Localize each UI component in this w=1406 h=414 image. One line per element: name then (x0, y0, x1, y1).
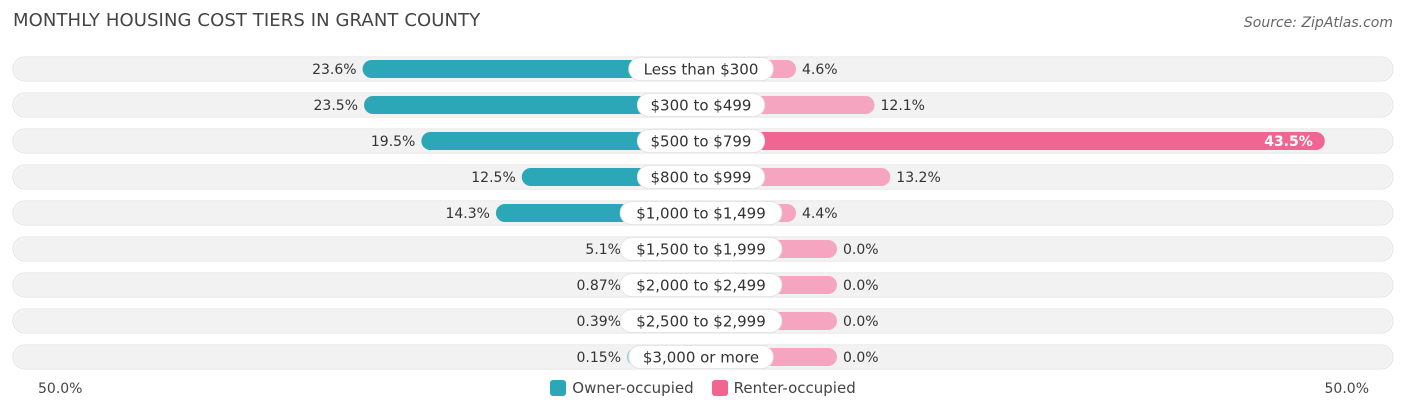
legend-swatch-owner (550, 380, 567, 396)
data-label-renter: 4.6% (802, 62, 838, 78)
bar-owner (421, 132, 701, 150)
category-pill (636, 165, 766, 189)
category-label: $1,000 to $1,499 (636, 205, 766, 223)
legend-label-renter: Renter-occupied (733, 379, 856, 397)
data-label-renter: 12.1% (881, 98, 925, 114)
data-label-owner: 0.87% (577, 278, 621, 294)
data-label-owner: 0.39% (577, 314, 621, 330)
data-label-renter: 43.5% (1264, 134, 1313, 150)
data-label-renter: 0.0% (843, 242, 879, 258)
data-label-owner: 5.1% (585, 242, 621, 258)
data-label-renter: 13.2% (896, 170, 940, 186)
legend-item-owner: Owner-occupied (550, 379, 694, 397)
data-label-owner: 23.6% (312, 62, 356, 78)
category-pill (628, 345, 774, 369)
data-label-renter: 0.0% (843, 350, 879, 366)
bar-owner (362, 60, 701, 78)
category-pill (619, 237, 783, 261)
legend-item-renter: Renter-occupied (711, 379, 856, 397)
data-label-owner: 0.15% (577, 350, 621, 366)
diverging-bar-chart: 23.6% 4.6% Less than $300 23.5% 12.1% $300 to… (12, 56, 1394, 370)
category-label: $3,000 or more (643, 349, 759, 367)
category-pill (636, 129, 766, 153)
category-label: Less than $300 (644, 61, 759, 79)
axis-min-label: 50.0% (38, 381, 83, 397)
category-label: $2,500 to $2,999 (636, 313, 766, 331)
category-label: $1,500 to $1,999 (636, 241, 766, 259)
bar-renter (701, 132, 1325, 150)
data-label-renter: 4.4% (802, 206, 838, 222)
legend: Owner-occupied Renter-occupied (0, 379, 1406, 397)
category-label: $300 to $499 (651, 97, 752, 115)
data-label-owner: 19.5% (371, 134, 415, 150)
category-pill (636, 93, 766, 117)
data-label-renter: 0.0% (843, 314, 879, 330)
bar-owner (364, 96, 701, 114)
legend-label-owner: Owner-occupied (572, 379, 694, 397)
category-pill (628, 57, 774, 81)
axis-max-label: 50.0% (1324, 381, 1369, 397)
category-pill (619, 309, 783, 333)
chart-source: Source: ZipAtlas.com (1243, 15, 1393, 31)
category-label: $500 to $799 (651, 133, 752, 151)
category-pill (619, 273, 783, 297)
data-label-owner: 14.3% (445, 206, 489, 222)
chart-title: MONTHLY HOUSING COST TIERS IN GRANT COUN… (13, 10, 481, 31)
legend-swatch-renter (711, 380, 728, 396)
data-label-owner: 23.5% (314, 98, 358, 114)
category-label: $2,000 to $2,499 (636, 277, 766, 295)
category-pill (619, 201, 783, 225)
category-label: $800 to $999 (651, 169, 752, 187)
data-label-renter: 0.0% (843, 278, 879, 294)
data-label-owner: 12.5% (471, 170, 515, 186)
